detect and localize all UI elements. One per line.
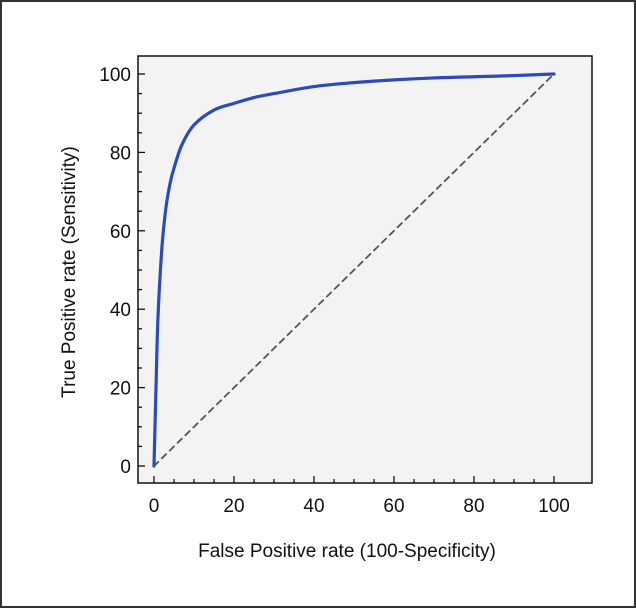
plot-area bbox=[138, 56, 592, 483]
y-tick-label: 0 bbox=[120, 457, 131, 478]
y-axis-title: True Positive rate (Sensitivity) bbox=[59, 146, 80, 398]
reference-line bbox=[153, 73, 555, 467]
y-tick-label: 60 bbox=[110, 222, 131, 243]
y-tick-label: 40 bbox=[110, 300, 131, 321]
roc-curve bbox=[152, 72, 556, 468]
x-tick-label: 40 bbox=[303, 496, 324, 517]
y-tick-labels: 0 20 40 60 80 100 bbox=[99, 65, 131, 478]
x-tick-label: 100 bbox=[538, 496, 570, 517]
x-tick-label: 20 bbox=[223, 496, 244, 517]
y-tick-label: 20 bbox=[110, 379, 131, 400]
y-tick-label: 80 bbox=[110, 143, 131, 164]
y-tick-label: 100 bbox=[99, 65, 131, 86]
x-tick-labels: 0 20 40 60 80 100 bbox=[149, 496, 570, 517]
x-tick-label: 0 bbox=[149, 496, 160, 517]
series-layer bbox=[152, 72, 556, 468]
x-tick-label: 60 bbox=[383, 496, 404, 517]
x-axis-title: False Positive rate (100-Specificity) bbox=[198, 541, 496, 562]
x-tick-label: 80 bbox=[463, 496, 484, 517]
plot-border bbox=[137, 55, 593, 484]
major-ticks bbox=[138, 73, 555, 483]
